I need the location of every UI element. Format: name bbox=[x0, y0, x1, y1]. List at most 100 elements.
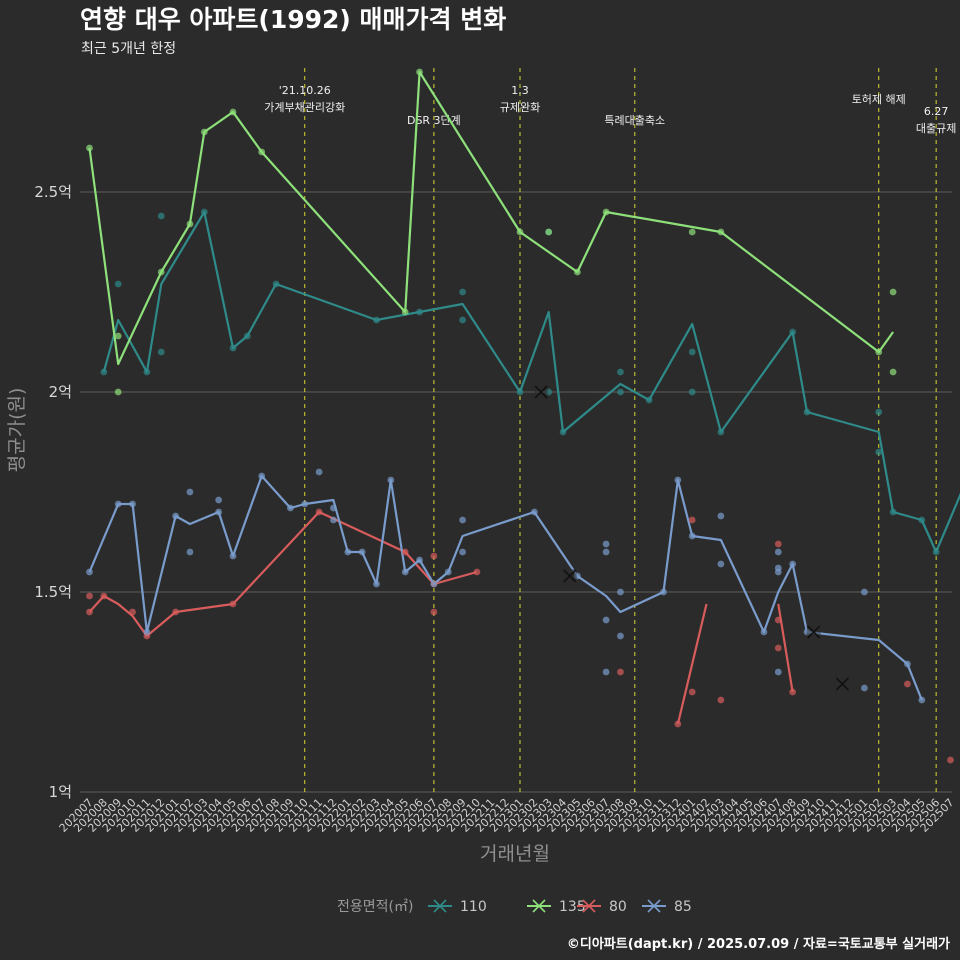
y-axis-title: 평균가(원) bbox=[6, 388, 28, 473]
legend-key-cross bbox=[532, 899, 546, 913]
gridlines bbox=[80, 191, 952, 793]
event-label: 가계부채관리강화 bbox=[264, 101, 345, 114]
data-point bbox=[186, 548, 194, 556]
cross-stroke bbox=[563, 569, 577, 583]
data-point bbox=[459, 316, 466, 324]
cross-stroke bbox=[647, 899, 661, 913]
data-point bbox=[258, 148, 266, 156]
data-point bbox=[789, 560, 797, 568]
data-point bbox=[86, 592, 93, 600]
data-point bbox=[86, 144, 93, 152]
data-point bbox=[200, 128, 208, 136]
cross-stroke bbox=[532, 899, 546, 913]
data-point bbox=[416, 68, 423, 76]
data-point bbox=[200, 208, 208, 216]
event-label: 토허제 해제 bbox=[852, 92, 906, 106]
data-point bbox=[789, 688, 797, 696]
data-point bbox=[602, 668, 610, 676]
data-point bbox=[416, 556, 423, 564]
legend-key-cross bbox=[582, 899, 596, 913]
data-point bbox=[688, 688, 696, 696]
data-point bbox=[243, 332, 251, 340]
data-point bbox=[602, 616, 610, 624]
data-point bbox=[229, 108, 237, 116]
series-line bbox=[88, 474, 923, 701]
data-point bbox=[330, 516, 337, 524]
data-point bbox=[803, 408, 811, 416]
data-point bbox=[459, 516, 466, 524]
data-point bbox=[459, 548, 466, 556]
data-point bbox=[717, 696, 725, 704]
data-point bbox=[157, 212, 165, 220]
data-point bbox=[401, 308, 409, 316]
data-point bbox=[674, 476, 682, 484]
data-point bbox=[430, 608, 438, 616]
x-axis-title: 거래년월 bbox=[480, 843, 550, 865]
data-point bbox=[186, 220, 194, 228]
data-point bbox=[129, 608, 136, 616]
data-point bbox=[889, 368, 897, 376]
series-line bbox=[88, 70, 894, 366]
data-point bbox=[889, 508, 897, 516]
series-line bbox=[676, 603, 708, 725]
y-tick-label: 1.5억 bbox=[34, 583, 72, 601]
data-point bbox=[516, 388, 524, 396]
data-point bbox=[602, 208, 610, 216]
data-point bbox=[86, 568, 93, 576]
data-point bbox=[717, 428, 725, 436]
cross-stroke bbox=[534, 385, 548, 399]
data-point bbox=[430, 580, 438, 588]
data-point bbox=[114, 280, 122, 288]
data-point bbox=[430, 552, 438, 560]
data-point bbox=[157, 268, 165, 276]
cross-marker bbox=[534, 385, 548, 399]
data-point bbox=[229, 344, 237, 352]
legend-title: 전용면적(㎡) bbox=[337, 899, 413, 915]
cross-stroke bbox=[582, 899, 596, 913]
data-point bbox=[574, 268, 581, 276]
data-point bbox=[904, 680, 911, 688]
y-tick-label: 2억 bbox=[49, 383, 72, 401]
cross-stroke bbox=[807, 625, 821, 639]
event-label: 1.3 bbox=[511, 84, 529, 97]
legend-label: 80 bbox=[609, 899, 627, 915]
data-point bbox=[688, 516, 696, 524]
data-point bbox=[717, 512, 725, 520]
data-point bbox=[473, 568, 481, 576]
y-tick-label: 1억 bbox=[49, 783, 72, 801]
data-point bbox=[688, 388, 696, 396]
x-axis-ticks: 2020072020082020092020102020112020122021… bbox=[57, 796, 957, 835]
event-label: 6.27 bbox=[924, 105, 949, 118]
data-point bbox=[258, 472, 266, 480]
event-label: '21.10.26 bbox=[279, 84, 331, 97]
data-point bbox=[717, 560, 725, 568]
legend-label: 110 bbox=[460, 899, 487, 915]
data-point bbox=[617, 588, 624, 596]
data-point bbox=[774, 644, 782, 652]
data-point bbox=[947, 756, 954, 764]
data-point bbox=[530, 508, 538, 516]
data-point bbox=[559, 428, 567, 436]
data-point bbox=[617, 632, 624, 640]
data-point bbox=[157, 348, 165, 356]
data-point bbox=[416, 308, 423, 316]
data-point bbox=[100, 368, 108, 376]
data-point bbox=[401, 568, 409, 576]
data-point bbox=[688, 532, 696, 540]
data-point bbox=[674, 720, 682, 728]
series-lines bbox=[88, 70, 960, 725]
data-point bbox=[100, 592, 108, 600]
data-point bbox=[287, 504, 294, 512]
series-line bbox=[102, 210, 960, 554]
data-point bbox=[272, 280, 280, 288]
legend-label: 135 bbox=[559, 899, 586, 915]
data-point bbox=[186, 488, 194, 496]
legend-key-cross bbox=[433, 899, 447, 913]
data-point bbox=[602, 548, 610, 556]
data-point bbox=[330, 504, 337, 512]
cross-stroke bbox=[433, 899, 447, 913]
event-label: 특례대출축소 bbox=[604, 114, 665, 127]
data-point bbox=[172, 608, 180, 616]
